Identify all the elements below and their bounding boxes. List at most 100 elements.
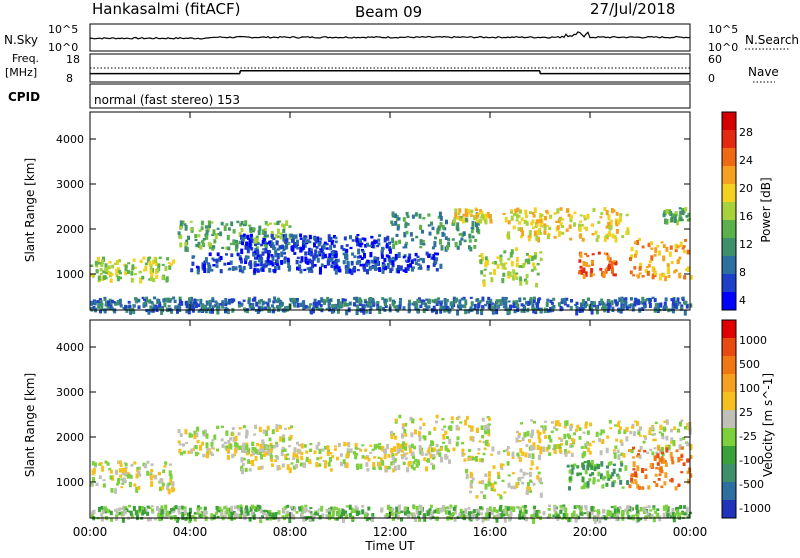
heatmap-cell: [599, 300, 603, 304]
heatmap-cell: [272, 309, 276, 313]
heatmap-cell: [221, 246, 225, 249]
heatmap-cell: [445, 305, 449, 310]
heatmap-cell: [261, 307, 265, 310]
heatmap-cell: [403, 254, 407, 258]
heatmap-cell: [676, 297, 680, 303]
heatmap-cell: [395, 506, 399, 513]
heatmap-cell: [261, 448, 264, 451]
heatmap-cell: [342, 517, 345, 524]
heatmap-cell: [451, 238, 455, 241]
heatmap-cell: [266, 242, 270, 245]
heatmap-cell: [663, 420, 667, 424]
heatmap-cell: [258, 452, 262, 456]
heatmap-cell: [603, 235, 607, 242]
heatmap-cell: [253, 239, 257, 245]
heatmap-cell: [638, 238, 641, 241]
heatmap-cell: [275, 428, 279, 432]
heatmap-cell: [659, 466, 663, 473]
heatmap-cell: [361, 250, 365, 253]
colorbar-swatch: [722, 274, 736, 292]
heatmap-cell: [397, 464, 401, 471]
heatmap-cell: [160, 515, 164, 519]
heatmap-cell: [575, 301, 579, 306]
heatmap-cell: [128, 304, 132, 308]
heatmap-cell: [503, 267, 507, 270]
heatmap-cell: [307, 305, 311, 309]
heatmap-cell: [574, 517, 578, 523]
heatmap-cell: [159, 486, 162, 492]
heatmap-cell: [229, 260, 233, 265]
heatmap-cell: [393, 446, 396, 452]
heatmap-cell: [332, 304, 336, 308]
heatmap-cell: [509, 510, 513, 517]
heatmap-cell: [244, 445, 248, 450]
heatmap-cell: [388, 246, 392, 251]
heatmap-cell: [321, 251, 325, 257]
heatmap-cell: [621, 486, 625, 489]
heatmap-cell: [278, 306, 282, 310]
heatmap-cell: [606, 435, 610, 439]
heatmap-cell: [102, 483, 106, 488]
heatmap-cell: [205, 234, 209, 240]
heatmap-cell: [519, 448, 523, 454]
heatmap-cell: [211, 233, 215, 237]
heatmap-cell: [379, 457, 383, 461]
heatmap-cell: [580, 223, 584, 227]
heatmap-cell: [435, 420, 438, 424]
noise-left-tick-bottom: 10^0: [48, 41, 78, 54]
heatmap-cell: [662, 273, 666, 278]
heatmap-cell: [326, 296, 330, 303]
heatmap-cell: [162, 298, 166, 303]
heatmap-cell: [601, 429, 605, 434]
heatmap-cell: [195, 265, 199, 269]
heatmap-cell: [385, 242, 389, 249]
heatmap-cell: [520, 217, 524, 222]
heatmap-cell: [281, 463, 285, 467]
heatmap-cell: [270, 230, 274, 236]
heatmap-cell: [481, 479, 485, 485]
heatmap-cell: [616, 510, 620, 515]
heatmap-cell: [497, 299, 501, 303]
heatmap-cell: [123, 468, 127, 472]
heatmap-cell: [612, 451, 616, 454]
heatmap-cell: [286, 453, 290, 456]
heatmap-cell: [144, 508, 148, 513]
heatmap-cell: [681, 209, 685, 213]
heatmap-cell: [407, 461, 411, 467]
heatmap-cell: [246, 511, 250, 516]
heatmap-cell: [544, 435, 548, 439]
heatmap-cell: [558, 422, 562, 427]
heatmap-cell: [532, 517, 535, 524]
heatmap-cell: [378, 267, 382, 272]
heatmap-cell: [646, 297, 650, 301]
heatmap-cell: [642, 440, 646, 444]
heatmap-cell: [525, 444, 529, 448]
heatmap-cell: [454, 298, 458, 304]
heatmap-cell: [637, 517, 641, 522]
heatmap-cell: [268, 250, 272, 254]
heatmap-cell: [460, 515, 464, 518]
heatmap-cell: [288, 467, 292, 474]
heatmap-cell: [515, 247, 518, 252]
heatmap-cell: [605, 235, 609, 238]
heatmap-cell: [616, 513, 619, 517]
heatmap-cell: [391, 516, 395, 521]
heatmap-cell: [464, 508, 468, 514]
heatmap-cell: [609, 512, 613, 516]
heatmap-cell: [486, 507, 490, 513]
heatmap-cell: [429, 453, 433, 459]
heatmap-cell: [240, 248, 244, 255]
heatmap-cell: [116, 299, 120, 306]
heatmap-cell: [599, 432, 603, 436]
heatmap-cell: [535, 466, 539, 470]
heatmap-cell: [309, 252, 313, 257]
heatmap-cell: [458, 208, 462, 213]
heatmap-cell: [245, 431, 249, 436]
heatmap-cell: [411, 266, 415, 269]
heatmap-cell: [506, 451, 510, 456]
heatmap-cell: [259, 254, 263, 260]
heatmap-cell: [331, 250, 335, 257]
heatmap-cell: [166, 485, 170, 491]
heatmap-cell: [367, 506, 371, 511]
heatmap-cell: [151, 511, 155, 514]
